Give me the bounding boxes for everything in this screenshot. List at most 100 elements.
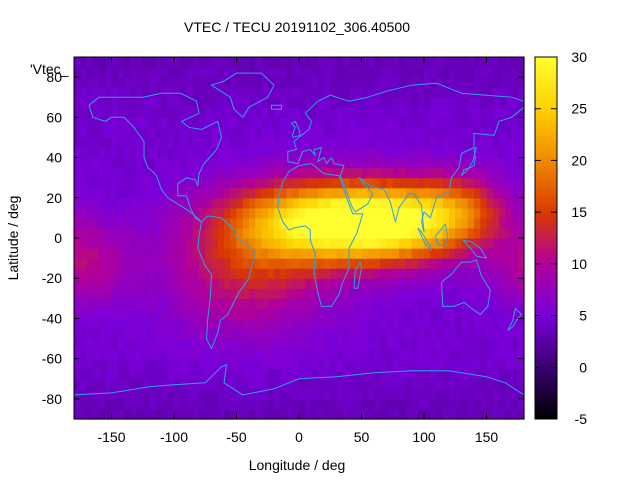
heatmap-cell — [342, 328, 350, 340]
heatmap-cell — [411, 77, 419, 88]
heatmap-cell — [342, 177, 350, 189]
heatmap-cell — [492, 77, 500, 88]
heatmap-cell — [405, 197, 413, 209]
heatmap-cell — [124, 127, 131, 139]
heatmap-cell — [449, 217, 456, 229]
heatmap-cell — [130, 127, 138, 139]
heatmap-cell — [161, 117, 169, 128]
heatmap-cell — [442, 167, 450, 179]
heatmap-cell — [292, 77, 300, 88]
heatmap-cell — [449, 348, 456, 360]
heatmap-cell — [330, 388, 338, 400]
heatmap-cell — [99, 238, 106, 249]
heatmap-cell — [99, 87, 106, 98]
heatmap-cell — [236, 137, 244, 149]
heatmap-cell — [424, 227, 431, 239]
heatmap-cell — [336, 348, 344, 360]
heatmap-cell — [405, 87, 413, 98]
heatmap-cell — [336, 398, 344, 410]
heatmap-cell — [417, 368, 425, 380]
heatmap-cell — [249, 177, 256, 189]
heatmap-cell — [455, 388, 463, 400]
heatmap-cell — [392, 388, 400, 400]
heatmap-cell — [92, 328, 100, 340]
heatmap-cell — [367, 318, 375, 330]
heatmap-cell — [205, 217, 213, 229]
heatmap-cell — [492, 107, 500, 118]
heatmap-cell — [111, 408, 119, 420]
heatmap-cell — [142, 147, 150, 159]
heatmap-cell — [449, 288, 456, 299]
heatmap-cell — [130, 368, 138, 380]
heatmap-cell — [399, 308, 406, 320]
heatmap-cell — [205, 187, 213, 199]
heatmap-cell — [399, 147, 406, 159]
heatmap-cell — [480, 177, 488, 189]
heatmap-cell — [236, 238, 244, 249]
heatmap-cell — [86, 278, 94, 289]
heatmap-cell — [230, 278, 238, 289]
heatmap-cell — [124, 258, 131, 269]
heatmap-cell — [324, 127, 331, 139]
heatmap-cell — [474, 348, 481, 360]
heatmap-cell — [86, 227, 94, 239]
heatmap-cell — [392, 147, 400, 159]
heatmap-cell — [74, 368, 81, 380]
heatmap-cell — [355, 117, 363, 128]
heatmap-cell — [361, 338, 369, 350]
heatmap-cell — [130, 117, 138, 128]
heatmap-cell — [424, 278, 431, 289]
heatmap-cell — [230, 268, 238, 279]
heatmap-cell — [436, 227, 444, 239]
heatmap-cell — [392, 258, 400, 269]
heatmap-cell — [317, 238, 325, 249]
heatmap-cell — [442, 358, 450, 370]
heatmap-cell — [299, 197, 306, 209]
heatmap-cell — [330, 147, 338, 159]
heatmap-cell — [486, 408, 494, 420]
heatmap-cell — [330, 87, 338, 98]
heatmap-cell — [336, 258, 344, 269]
heatmap-cell — [380, 368, 388, 380]
heatmap-cell — [336, 147, 344, 159]
heatmap-cell — [261, 167, 269, 179]
heatmap-cell — [267, 388, 275, 400]
heatmap-cell — [199, 288, 206, 299]
heatmap-cell — [261, 217, 269, 229]
heatmap-cell — [374, 388, 381, 400]
heatmap-cell — [99, 57, 106, 68]
heatmap-cell — [192, 67, 200, 78]
heatmap-cell — [411, 258, 419, 269]
heatmap-cell — [261, 187, 269, 199]
heatmap-cell — [442, 288, 450, 299]
heatmap-cell — [467, 248, 475, 259]
heatmap-cell — [311, 117, 319, 128]
heatmap-cell — [80, 177, 88, 189]
heatmap-cell — [99, 388, 106, 400]
heatmap-cell — [361, 57, 369, 68]
heatmap-cell — [105, 177, 113, 189]
heatmap-cell — [211, 388, 219, 400]
heatmap-cell — [305, 408, 313, 420]
heatmap-cell — [411, 388, 419, 400]
heatmap-cell — [274, 318, 281, 330]
heatmap-cell — [111, 217, 119, 229]
heatmap-cell — [324, 278, 331, 289]
heatmap-cell — [192, 308, 200, 320]
heatmap-cell — [255, 157, 263, 169]
heatmap-cell — [255, 308, 263, 320]
heatmap-cell — [349, 127, 356, 139]
heatmap-cell — [80, 298, 88, 309]
heatmap-cell — [161, 97, 169, 108]
heatmap-cell — [236, 197, 244, 209]
heatmap-cell — [430, 177, 438, 189]
heatmap-cell — [417, 157, 425, 169]
heatmap-cell — [330, 308, 338, 320]
heatmap-cell — [511, 187, 519, 199]
heatmap-cell — [517, 127, 525, 139]
heatmap-cell — [117, 378, 125, 390]
heatmap-cell — [86, 187, 94, 199]
heatmap-cell — [399, 288, 406, 299]
heatmap-cell — [267, 278, 275, 289]
heatmap-cell — [455, 298, 463, 309]
